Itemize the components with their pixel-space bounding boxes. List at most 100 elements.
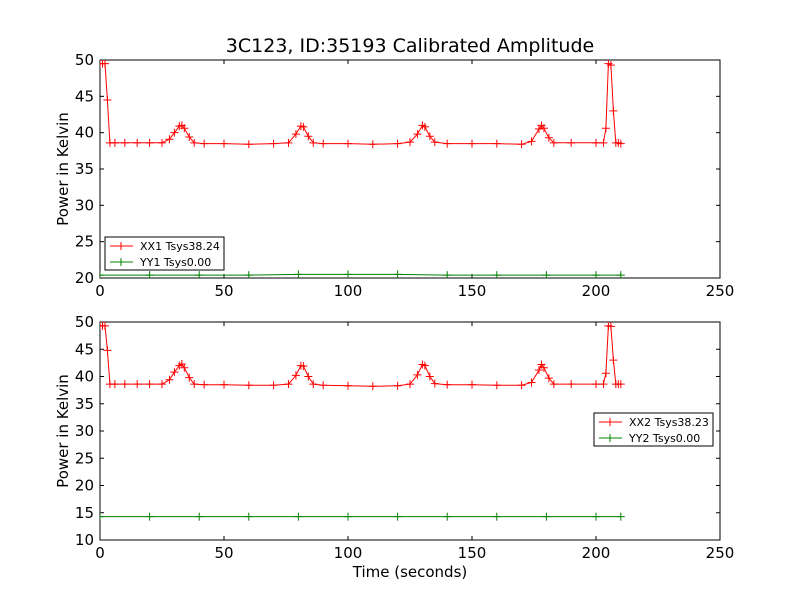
y-tick-label: 50 — [75, 313, 94, 331]
data-point — [110, 380, 119, 389]
legend-marker — [606, 418, 614, 426]
data-point — [120, 138, 129, 147]
data-point — [180, 124, 189, 133]
data-point — [269, 381, 278, 390]
data-point — [592, 380, 600, 389]
data-point — [190, 138, 199, 147]
legend-box — [593, 412, 714, 447]
figure-title: 3C123, ID:35193 Calibrated Amplitude — [226, 35, 594, 57]
data-point — [103, 346, 112, 355]
data-point — [420, 361, 429, 370]
data-point — [145, 138, 154, 147]
x-tick-label: 150 — [458, 282, 487, 300]
y-tick-label: 50 — [75, 51, 94, 69]
data-point — [291, 130, 300, 139]
data-point — [542, 271, 551, 278]
x-tick-label: 150 — [458, 544, 487, 562]
data-point — [319, 381, 328, 390]
data-point — [393, 139, 402, 148]
data-point — [344, 512, 352, 521]
data-point — [609, 106, 618, 115]
data-point — [425, 372, 434, 381]
y-tick-label: 30 — [75, 422, 94, 440]
data-point — [393, 270, 402, 278]
x-tick-label: 0 — [95, 544, 105, 562]
plot-area — [100, 322, 625, 521]
data-point — [294, 270, 303, 278]
data-point — [195, 512, 204, 521]
data-point — [185, 373, 194, 382]
legend-label: XX2 Tsys38.23 — [629, 416, 709, 429]
data-point — [284, 138, 293, 147]
x-tick-label: 100 — [334, 282, 363, 300]
data-point — [393, 512, 402, 521]
data-point — [284, 380, 293, 389]
data-point — [304, 372, 313, 381]
data-point — [299, 362, 308, 371]
data-point — [413, 370, 422, 379]
x-tick-label: 100 — [334, 544, 363, 562]
data-point — [443, 380, 452, 389]
y-tick-label: 10 — [75, 531, 94, 549]
data-point — [592, 512, 600, 521]
data-point — [468, 380, 476, 389]
data-point — [200, 139, 209, 148]
data-point — [601, 369, 610, 378]
data-point — [406, 138, 414, 147]
data-point — [492, 381, 501, 390]
data-point — [304, 132, 313, 141]
data-point — [368, 140, 377, 149]
legend-label: XX1 Tsys38.24 — [140, 240, 220, 253]
data-point — [133, 138, 142, 147]
data-point — [606, 61, 615, 70]
data-point — [413, 130, 422, 139]
top-panel: 0 50 100 150 200 250 20 25 30 35 40 45 50 Power in Ke… — [54, 51, 734, 300]
data-point — [110, 138, 119, 147]
data-point — [244, 271, 253, 278]
legend-box — [104, 236, 225, 271]
data-point — [599, 138, 608, 147]
x-tick-label: 200 — [582, 544, 611, 562]
data-point — [100, 60, 109, 68]
data-point — [544, 133, 553, 142]
series-line-2 — [100, 273, 621, 276]
data-point — [133, 380, 142, 389]
data-point — [195, 271, 204, 278]
data-point — [616, 380, 625, 389]
legend: XX2 Tsys38.23 YY2 Tsys0.00 — [593, 412, 714, 447]
data-point — [244, 140, 253, 149]
x-tick-label: 200 — [582, 282, 611, 300]
data-point — [190, 380, 199, 389]
data-point — [158, 138, 166, 147]
data-point — [527, 137, 536, 146]
data-point — [344, 381, 352, 390]
data-point — [145, 271, 154, 278]
data-point — [517, 381, 526, 390]
data-point — [220, 139, 228, 148]
data-point — [158, 380, 166, 389]
data-point — [100, 512, 104, 521]
data-point — [443, 139, 452, 148]
data-point — [606, 322, 615, 331]
data-point — [430, 138, 439, 147]
data-point — [616, 271, 625, 278]
data-point — [492, 271, 501, 278]
data-point — [549, 138, 558, 147]
data-point — [599, 380, 608, 389]
y-tick-label: 45 — [75, 87, 94, 105]
legend-label: YY2 Tsys0.00 — [628, 432, 700, 445]
y-tick-label: 35 — [75, 395, 94, 413]
legend-marker — [117, 242, 125, 250]
y-tick-label: 30 — [75, 196, 94, 214]
data-point — [309, 138, 318, 147]
x-tick-label: 250 — [706, 282, 735, 300]
data-point — [344, 139, 352, 148]
data-point — [567, 380, 576, 389]
data-point — [120, 380, 129, 389]
y-tick-label: 15 — [75, 504, 94, 522]
data-point — [616, 139, 625, 148]
data-point — [468, 139, 476, 148]
legend-marker — [606, 434, 614, 442]
data-point — [170, 128, 179, 137]
